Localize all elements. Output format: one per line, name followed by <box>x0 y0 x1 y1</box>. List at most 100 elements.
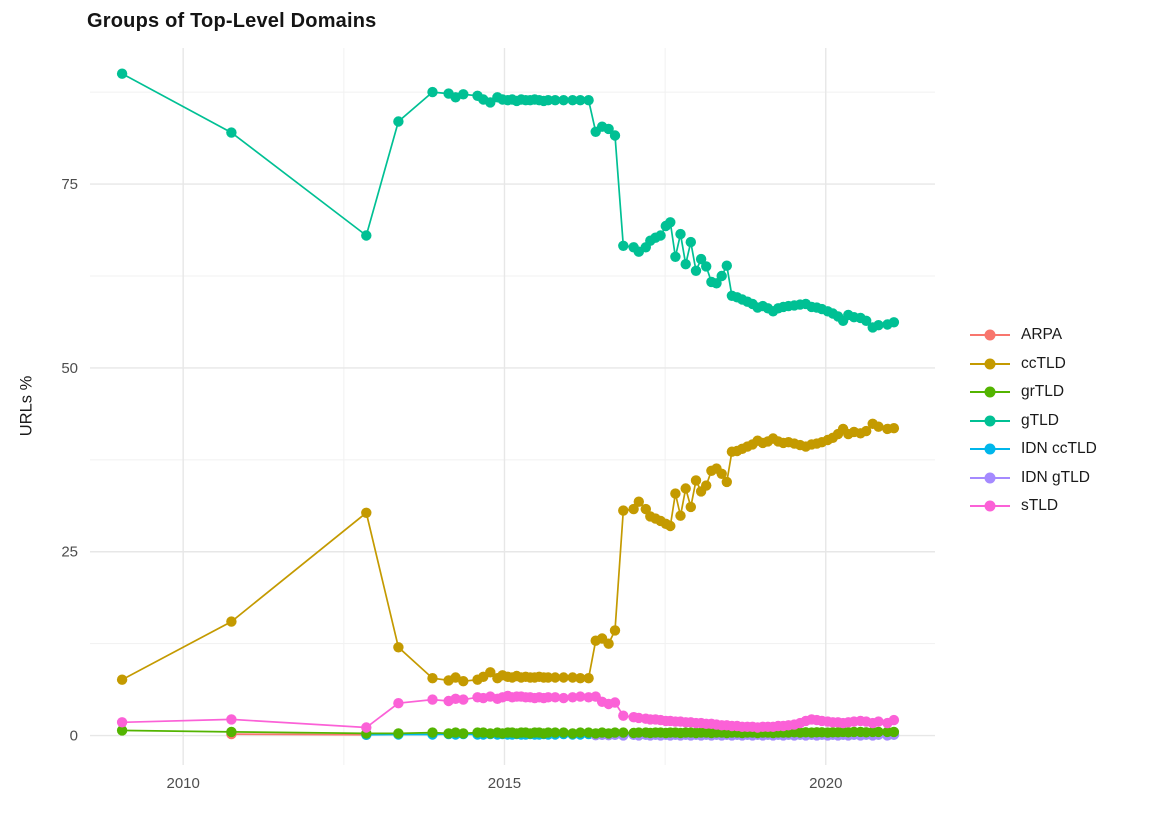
legend-key-icon <box>968 357 1012 371</box>
legend-item-grtld: grTLD <box>968 378 1097 407</box>
data-point <box>226 127 237 138</box>
data-point <box>558 692 569 704</box>
data-point <box>558 727 569 738</box>
y-tick-label: 75 <box>61 176 78 193</box>
data-point <box>680 483 691 494</box>
data-point <box>701 480 712 491</box>
legend-item-gtld: gTLD <box>968 407 1097 436</box>
data-point <box>888 726 900 738</box>
data-point <box>116 674 128 685</box>
legend-key-icon <box>968 471 1012 485</box>
grid-minor <box>90 48 935 765</box>
x-tick-label: 2020 <box>809 775 842 792</box>
data-point <box>873 421 884 432</box>
legend-dot-icon <box>984 472 996 484</box>
data-point <box>567 672 578 683</box>
data-point <box>226 616 237 627</box>
x-tick-label: 2015 <box>488 775 521 792</box>
data-point <box>861 315 872 326</box>
legend-item-idn-cctld: IDN ccTLD <box>968 435 1097 464</box>
data-point <box>450 727 461 738</box>
x-tick-label: 2010 <box>166 775 199 792</box>
legend-key-icon <box>968 414 1012 428</box>
grid-major <box>90 48 935 765</box>
data-point <box>690 265 702 276</box>
data-point <box>458 728 469 739</box>
legend-item-arpa: ARPA <box>968 321 1097 350</box>
legend-dot-icon <box>984 443 996 455</box>
data-point <box>665 520 676 532</box>
y-tick-label: 0 <box>70 728 78 745</box>
data-point <box>873 726 884 738</box>
data-point <box>711 278 722 289</box>
data-point <box>575 691 586 702</box>
data-point <box>609 727 621 738</box>
series-line <box>121 72 895 329</box>
data-point <box>618 505 629 516</box>
legend-label: sTLD <box>1021 497 1059 515</box>
data-point <box>888 423 900 434</box>
data-point <box>427 694 438 705</box>
data-point <box>873 320 884 331</box>
legend-label: ARPA <box>1021 326 1063 344</box>
series-cctld <box>116 418 900 687</box>
data-point <box>721 260 732 271</box>
data-point <box>873 716 884 727</box>
data-point <box>361 722 372 733</box>
data-point <box>427 727 438 738</box>
data-point <box>575 95 586 106</box>
data-point <box>567 692 578 703</box>
data-point <box>226 714 237 725</box>
data-point <box>550 672 561 683</box>
series-line <box>231 733 367 736</box>
legend-key-icon <box>968 499 1012 513</box>
legend-dot-icon <box>984 386 996 398</box>
data-point <box>690 475 702 486</box>
series-grtld <box>116 725 900 739</box>
data-point <box>665 217 676 228</box>
data-point <box>427 673 438 684</box>
data-point <box>558 95 569 106</box>
data-point <box>609 625 621 636</box>
data-point <box>633 496 644 507</box>
data-point <box>558 672 569 683</box>
data-point <box>721 476 732 488</box>
data-point <box>427 86 438 98</box>
data-point <box>393 698 404 709</box>
data-point <box>550 692 561 703</box>
legend-label: gTLD <box>1021 411 1059 429</box>
data-point <box>393 642 404 653</box>
data-point <box>116 725 128 736</box>
axis-tick-labels: 0 25 50 75 2010 2015 2020 <box>61 176 842 792</box>
series-arpa <box>226 728 372 740</box>
data-point <box>628 503 639 515</box>
data-point <box>567 95 578 106</box>
data-point <box>609 697 621 708</box>
legend-item-cctld: ccTLD <box>968 350 1097 379</box>
data-point <box>701 261 712 272</box>
data-point <box>393 728 404 739</box>
data-point <box>116 68 128 79</box>
data-point <box>609 130 621 141</box>
data-point <box>226 726 237 738</box>
data-point <box>618 240 629 251</box>
data-point <box>716 270 727 282</box>
data-point <box>670 488 681 499</box>
legend-key-icon <box>968 442 1012 456</box>
data-point <box>550 727 561 738</box>
data-point <box>583 95 594 106</box>
data-point <box>575 727 586 738</box>
legend-item-idn-gtld: IDN gTLD <box>968 464 1097 493</box>
data-point <box>458 694 469 705</box>
data-point <box>618 727 629 738</box>
legend-label: IDN gTLD <box>1021 468 1090 486</box>
legend-dot-icon <box>984 358 996 370</box>
legend-key-icon <box>968 328 1012 342</box>
series-line <box>121 422 894 683</box>
y-tick-label: 25 <box>61 544 78 561</box>
data-point <box>361 507 372 518</box>
data-point <box>618 710 629 721</box>
legend-label: ccTLD <box>1021 354 1066 372</box>
